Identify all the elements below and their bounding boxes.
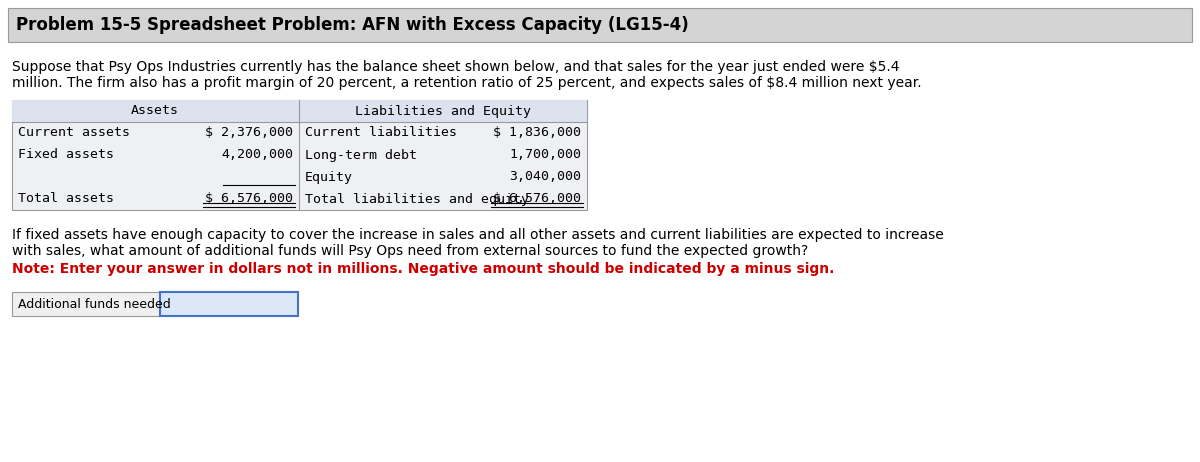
Text: $ 2,376,000: $ 2,376,000 xyxy=(205,127,293,140)
Text: Note: Enter your answer in dollars not in millions. Negative amount should be in: Note: Enter your answer in dollars not i… xyxy=(12,262,834,276)
Bar xyxy=(8,8,1192,42)
Text: If fixed assets have enough capacity to cover the increase in sales and all othe: If fixed assets have enough capacity to … xyxy=(12,228,943,242)
Text: Equity: Equity xyxy=(305,170,353,183)
Text: Suppose that Psy Ops Industries currently has the balance sheet shown below, and: Suppose that Psy Ops Industries currentl… xyxy=(12,60,900,74)
Text: Liabilities and Equity: Liabilities and Equity xyxy=(355,104,530,117)
Text: $ 1,836,000: $ 1,836,000 xyxy=(493,127,581,140)
Text: Total liabilities and equity: Total liabilities and equity xyxy=(305,193,529,206)
Text: Assets: Assets xyxy=(131,104,179,117)
Text: Fixed assets: Fixed assets xyxy=(18,148,114,162)
Bar xyxy=(12,100,587,210)
Text: 1,700,000: 1,700,000 xyxy=(509,148,581,162)
Text: $ 6,576,000: $ 6,576,000 xyxy=(493,193,581,206)
Text: 4,200,000: 4,200,000 xyxy=(221,148,293,162)
Text: $ 6,576,000: $ 6,576,000 xyxy=(205,193,293,206)
Text: with sales, what amount of additional funds will Psy Ops need from external sour: with sales, what amount of additional fu… xyxy=(12,244,809,258)
Text: 3,040,000: 3,040,000 xyxy=(509,170,581,183)
Text: million. The firm also has a profit margin of 20 percent, a retention ratio of 2: million. The firm also has a profit marg… xyxy=(12,76,922,90)
Text: Current assets: Current assets xyxy=(18,127,130,140)
Bar xyxy=(12,292,160,316)
Text: Additional funds needed: Additional funds needed xyxy=(18,298,170,310)
Text: Problem 15-5 Spreadsheet Problem: AFN with Excess Capacity (LG15-4): Problem 15-5 Spreadsheet Problem: AFN wi… xyxy=(16,16,689,34)
Bar xyxy=(12,100,587,122)
Text: Long-term debt: Long-term debt xyxy=(305,148,418,162)
Bar xyxy=(160,292,298,316)
Text: Total assets: Total assets xyxy=(18,193,114,206)
Text: Current liabilities: Current liabilities xyxy=(305,127,457,140)
